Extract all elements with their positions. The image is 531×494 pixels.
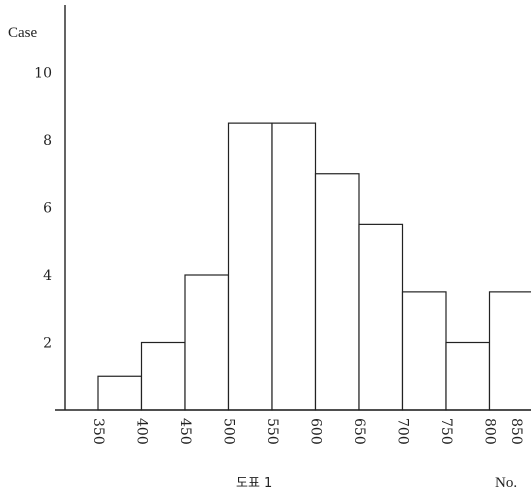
chart-caption: 도표 1 bbox=[236, 476, 272, 491]
y-tick-label: 6 bbox=[43, 201, 52, 217]
y-axis-label: Case bbox=[8, 25, 38, 41]
histogram-bar bbox=[358, 223, 404, 411]
x-axis-label: No. bbox=[495, 475, 517, 491]
histogram-bar bbox=[140, 341, 186, 411]
histogram-bar bbox=[314, 173, 360, 411]
y-tick-label: 4 bbox=[43, 268, 52, 284]
y-tick-label: 10 bbox=[34, 66, 52, 82]
x-tick-label: 600 bbox=[308, 418, 324, 445]
x-tick-label: 400 bbox=[134, 418, 150, 445]
histogram-bar bbox=[97, 375, 143, 411]
histogram-bar bbox=[227, 122, 273, 411]
histogram-bar bbox=[445, 341, 491, 411]
y-tick-label: 2 bbox=[43, 336, 52, 352]
x-tick-label: 450 bbox=[177, 418, 193, 445]
x-tick-label: 350 bbox=[90, 418, 106, 445]
x-tick-labels: 350 400 450 500 550 600 650 700 750 800 850 bbox=[90, 418, 524, 445]
histogram-bar bbox=[271, 122, 317, 411]
x-tick-label: 650 bbox=[351, 418, 367, 445]
y-tick-labels: 2 4 6 8 10 bbox=[34, 66, 52, 352]
axes-layer bbox=[55, 5, 531, 411]
x-tick-label: 850 bbox=[508, 418, 524, 445]
x-tick-label: 800 bbox=[482, 418, 498, 445]
x-tick-label: 500 bbox=[221, 418, 237, 445]
x-tick-label: 700 bbox=[395, 418, 411, 445]
histogram-bar bbox=[488, 291, 531, 411]
histogram-bar bbox=[401, 291, 447, 411]
y-tick-label: 8 bbox=[43, 133, 52, 149]
x-tick-label: 750 bbox=[438, 418, 454, 445]
x-tick-label: 550 bbox=[264, 418, 280, 445]
bars-layer bbox=[97, 122, 531, 411]
histogram-bar bbox=[184, 274, 230, 411]
